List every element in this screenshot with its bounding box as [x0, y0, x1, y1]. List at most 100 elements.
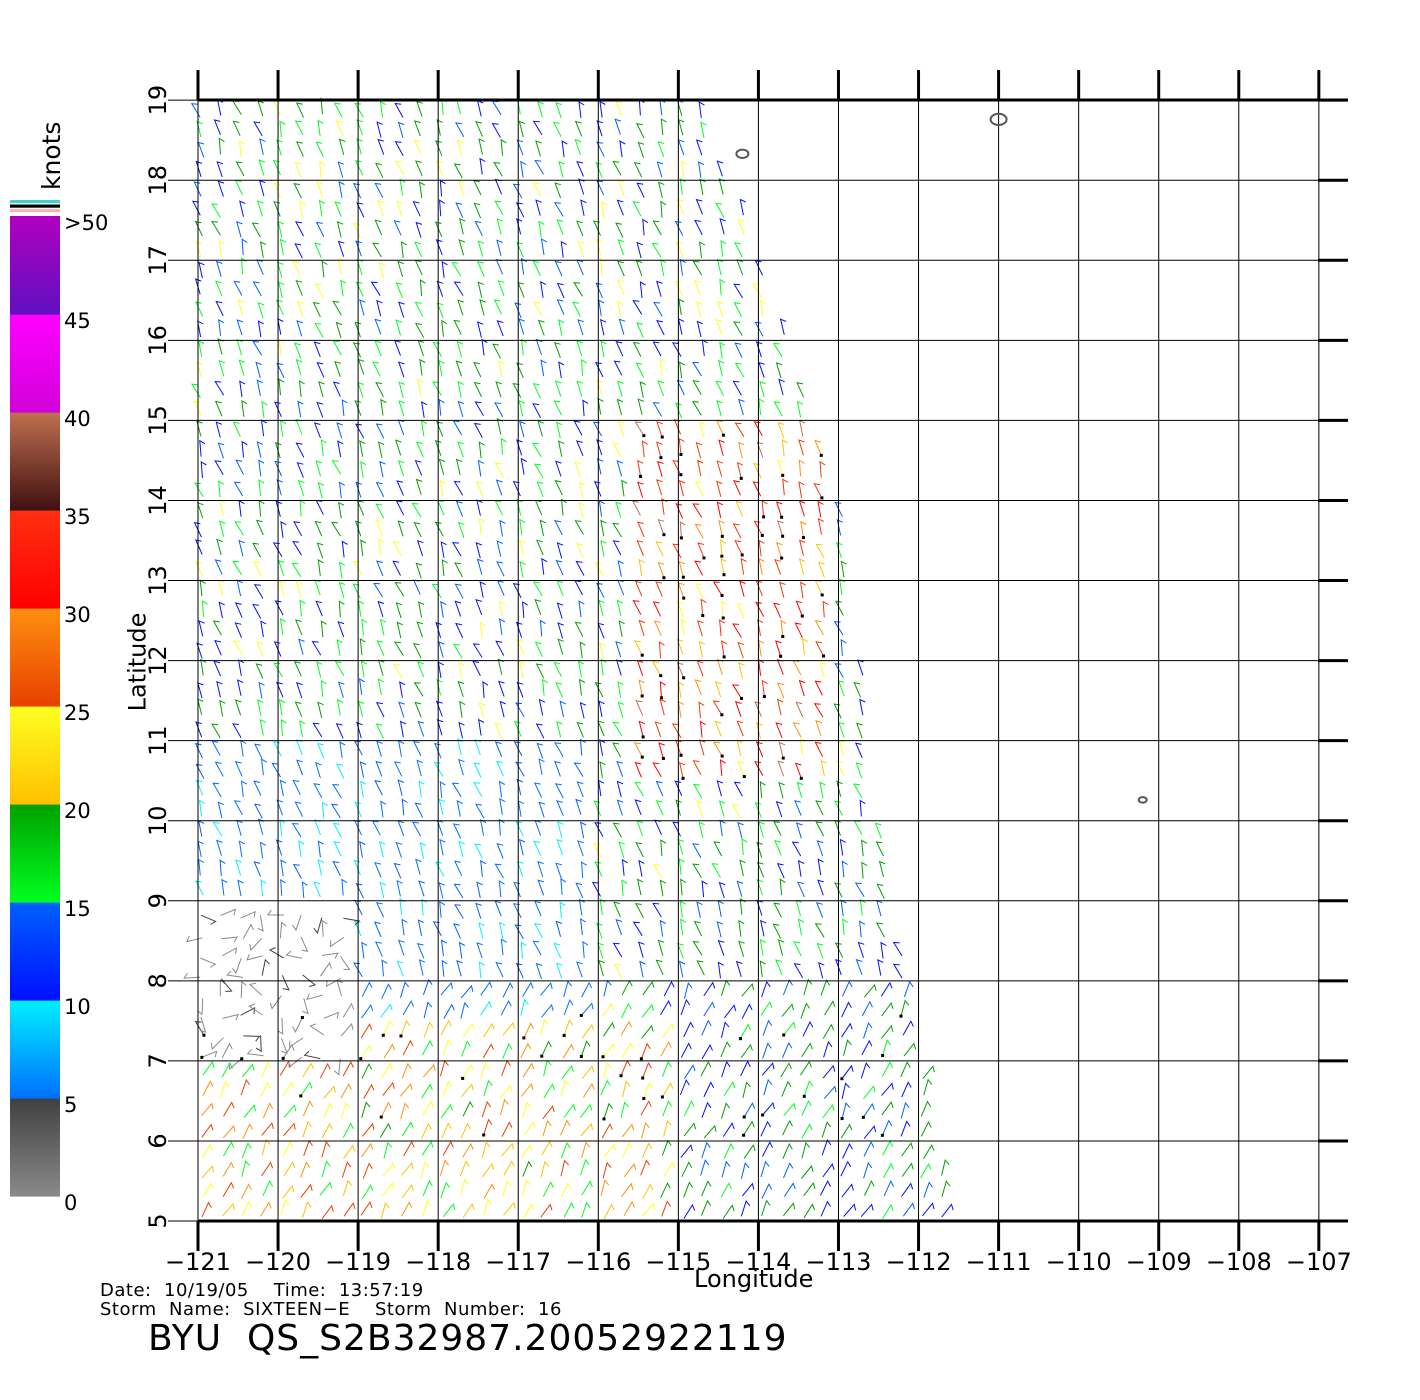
wind-vector	[279, 1060, 292, 1076]
wind-vector	[799, 581, 807, 599]
wind-vector	[581, 861, 587, 879]
wind-vector	[197, 682, 204, 699]
wind-vector	[317, 119, 324, 137]
wind-vector	[276, 799, 284, 816]
wind-vector	[557, 638, 564, 655]
wind-vector	[436, 280, 444, 297]
wind-vector	[780, 1062, 792, 1078]
wind-vector	[333, 841, 342, 857]
wind-vector	[196, 998, 204, 1016]
wind-vector	[679, 520, 686, 538]
wind-vector	[603, 1143, 617, 1158]
wind-vector	[289, 1037, 304, 1048]
wind-vector	[194, 220, 203, 237]
wind-vector	[418, 780, 425, 798]
wind-vector	[257, 302, 265, 319]
wind-vector	[218, 359, 226, 377]
wind-vector	[598, 299, 605, 317]
wind-vector	[494, 741, 503, 758]
wind-vector	[680, 878, 687, 896]
wind-vector	[695, 301, 703, 318]
wind-vector	[354, 321, 362, 338]
wind-vector	[473, 381, 483, 398]
wind-vector	[258, 499, 265, 517]
wind-vector	[534, 463, 544, 479]
wind-vector	[221, 878, 228, 896]
wind-vector	[294, 342, 302, 359]
wind-vector	[314, 520, 323, 537]
wind-vector	[675, 503, 684, 519]
wind-vector	[534, 923, 543, 939]
wind-vector	[394, 439, 402, 456]
wind-vector	[417, 720, 425, 737]
wind-vector	[483, 1079, 493, 1097]
wind-vector	[734, 342, 743, 358]
wind-vector	[576, 220, 584, 237]
wind-vector	[480, 859, 487, 877]
wind-vector	[659, 698, 666, 716]
wind-vector	[273, 401, 282, 417]
wind-vector	[563, 1019, 574, 1036]
wind-vector	[491, 100, 502, 116]
wind-vector	[539, 619, 546, 637]
rain-flag	[861, 1115, 865, 1119]
wind-vector	[758, 397, 765, 415]
wind-vector	[540, 359, 547, 377]
wind-vector	[596, 379, 604, 396]
wind-vector	[214, 381, 225, 396]
wind-vector	[398, 701, 405, 718]
wind-vector	[395, 841, 403, 858]
wind-vector	[453, 923, 461, 939]
lat-tick-label: 6	[144, 1133, 172, 1148]
wind-vector	[343, 1202, 356, 1217]
wind-vector	[496, 540, 503, 557]
rain-flag	[300, 1015, 304, 1019]
wind-vector	[692, 380, 702, 396]
wind-vector	[319, 1062, 331, 1079]
wind-vector	[452, 823, 462, 839]
wind-vector	[843, 1203, 857, 1217]
wind-vector	[314, 579, 321, 596]
wind-vector	[616, 799, 624, 816]
wind-vector	[481, 338, 488, 356]
wind-vector	[454, 904, 464, 919]
wind-vector	[376, 740, 383, 757]
wind-vector	[482, 1022, 495, 1038]
wind-vector	[238, 359, 246, 376]
wind-vector	[700, 1199, 712, 1216]
wind-vector	[379, 1122, 392, 1138]
lon-tick-label: −115	[645, 1248, 711, 1276]
wind-vector	[920, 1100, 932, 1117]
wind-vector	[736, 880, 744, 897]
wind-vector	[234, 761, 243, 777]
wind-vector	[457, 299, 464, 316]
wind-vector	[841, 1102, 851, 1119]
wind-vector	[476, 499, 483, 516]
wind-vector	[822, 600, 829, 618]
wind-vector	[616, 460, 624, 477]
wind-vector	[555, 560, 564, 576]
wind-vector	[679, 178, 686, 195]
wind-vector	[195, 763, 205, 779]
wind-vector	[734, 362, 745, 378]
wind-vector	[217, 579, 225, 597]
wind-vector	[237, 299, 245, 316]
wind-vector	[211, 740, 221, 756]
wind-vector	[252, 542, 262, 558]
wind-vector	[693, 279, 701, 296]
wind-vector	[479, 581, 486, 598]
wind-vector	[416, 759, 423, 777]
wind-vector	[533, 840, 542, 856]
wind-vector	[201, 1201, 212, 1218]
wind-vector	[614, 118, 622, 135]
rain-flag	[662, 533, 666, 537]
wind-vector	[519, 661, 526, 678]
wind-vector	[553, 942, 562, 959]
island-outline	[1137, 796, 1148, 804]
wind-vector	[596, 922, 603, 939]
wind-vector	[615, 501, 622, 518]
wind-vector	[473, 179, 482, 196]
wind-vector	[195, 721, 203, 738]
wind-vector	[378, 840, 386, 858]
wind-vector	[617, 179, 625, 196]
